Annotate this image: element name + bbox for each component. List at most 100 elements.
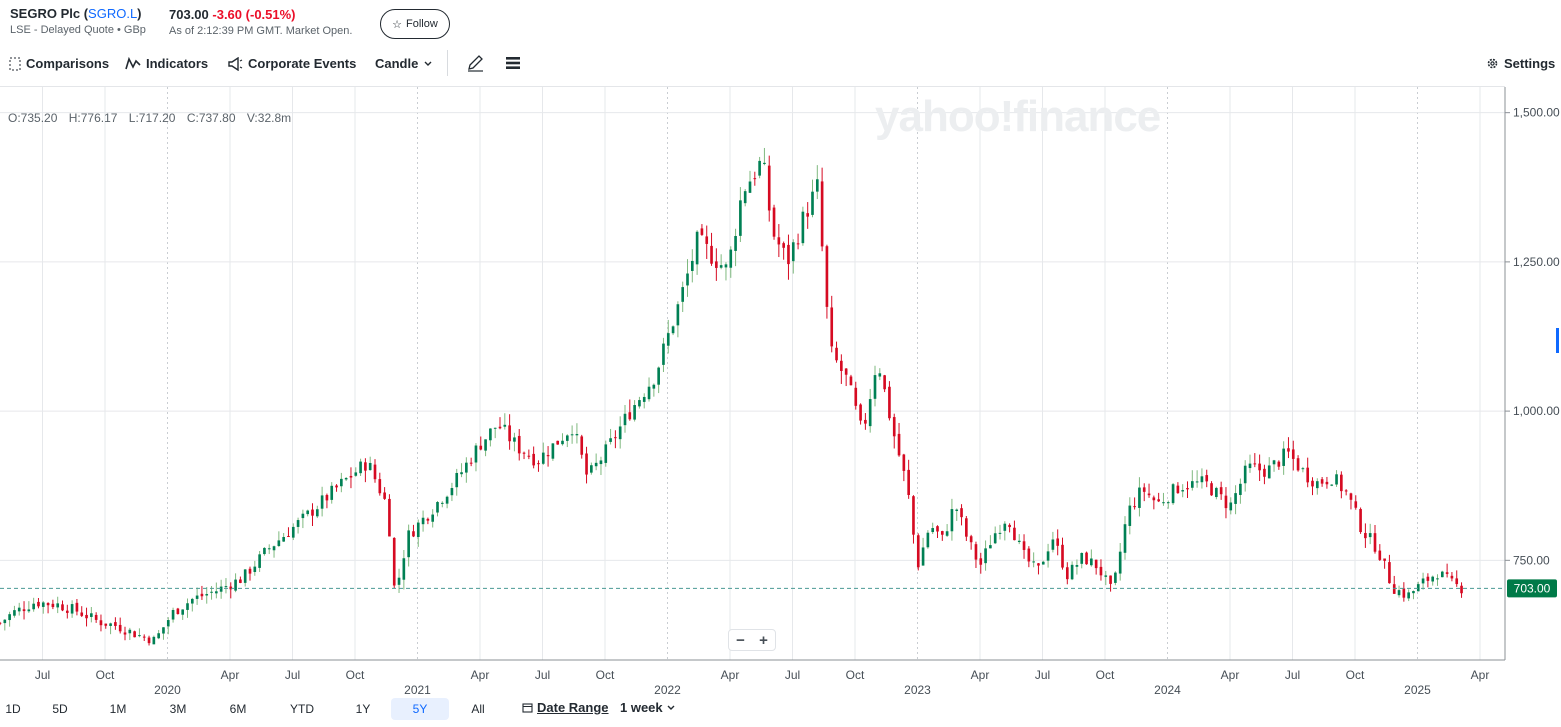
candle-body: [421, 517, 425, 525]
candle-body: [320, 495, 324, 509]
x-tick-label: Apr: [221, 668, 240, 682]
candle-body: [1335, 474, 1338, 485]
candle-body: [200, 593, 204, 597]
candle-body: [979, 558, 983, 565]
candle-body: [450, 488, 454, 496]
range-1d-button[interactable]: 1D: [5, 702, 21, 716]
candle-body: [1065, 567, 1069, 580]
ohlc-high: H:776.17: [68, 111, 118, 125]
date-range-label: Date Range: [537, 700, 609, 715]
indicators-label: Indicators: [146, 56, 209, 71]
range-5y-button[interactable]: 5Y: [391, 698, 449, 720]
candle-body: [56, 603, 60, 608]
candle-body: [743, 191, 747, 204]
candle-body: [234, 579, 237, 591]
candle-body: [940, 531, 944, 535]
follow-button[interactable]: ☆ Follow: [380, 9, 450, 39]
candle-body: [1392, 584, 1396, 594]
candle-body: [1253, 463, 1257, 465]
candle-body: [335, 485, 338, 488]
zoom-in-button[interactable]: +: [759, 631, 768, 649]
price-chart[interactable]: 750.00 1,000.00 1,250.00 1,500.00 Jul Oct Apr J…: [0, 87, 1561, 697]
range-1y-button[interactable]: 1Y: [355, 702, 371, 716]
ohlc-low: L:717.20: [128, 111, 176, 125]
candle-body: [1311, 480, 1314, 487]
candle-body: [1243, 465, 1247, 484]
candle-body: [585, 453, 588, 475]
candle-body: [710, 245, 713, 264]
x-tick-label: Oct: [346, 668, 365, 682]
candle-body: [162, 627, 165, 634]
x-tick-label: Apr: [1471, 668, 1490, 682]
candle-body: [782, 243, 785, 248]
current-price-tag: [1507, 579, 1557, 598]
draw-button[interactable]: [466, 54, 484, 72]
candle-body: [388, 498, 391, 537]
price-change-pct: (-0.51%): [245, 7, 296, 22]
candle-body: [215, 591, 218, 594]
candle-body: [1118, 551, 1122, 574]
candle-body: [772, 207, 776, 237]
candle-body: [921, 547, 925, 566]
candle-body: [133, 631, 136, 638]
candle-body: [517, 435, 521, 454]
range-1m-button[interactable]: 1M: [109, 702, 127, 716]
candle-body: [1128, 505, 1132, 526]
range-5d-button[interactable]: 5D: [52, 702, 68, 716]
range-3m-button[interactable]: 3M: [169, 702, 187, 716]
candle-body: [955, 509, 959, 512]
candle-body: [1133, 506, 1136, 508]
interval-dropdown[interactable]: 1 week: [620, 700, 676, 715]
candle-body: [1200, 476, 1204, 483]
candle-body: [642, 396, 646, 402]
corporate-events-button[interactable]: Corporate Events: [227, 56, 356, 71]
settings-button[interactable]: Settings: [1486, 56, 1555, 71]
candle-body: [1431, 576, 1435, 582]
candle-body: [820, 181, 824, 247]
candle-body: [407, 530, 410, 558]
candle-body: [1267, 465, 1271, 479]
candle-body: [80, 612, 84, 616]
candle-body: [604, 444, 608, 463]
candle-body: [969, 536, 973, 543]
candle-body: [277, 540, 281, 546]
scroll-indicator[interactable]: [1556, 328, 1559, 353]
zoom-controls: − +: [728, 629, 776, 651]
ticker-link[interactable]: SGRO.L: [88, 6, 138, 21]
candle-body: [1416, 584, 1420, 592]
settings-label: Settings: [1504, 56, 1556, 71]
candle-body: [556, 440, 560, 445]
candle-body: [474, 445, 478, 463]
indicators-button[interactable]: Indicators: [125, 56, 208, 71]
candle-body: [431, 514, 435, 522]
candle-body: [580, 436, 584, 455]
candle-body: [1296, 458, 1300, 471]
candle-body: [748, 181, 752, 193]
candle-body: [984, 548, 987, 564]
chart-type-dropdown[interactable]: Candle: [375, 56, 433, 71]
date-range-button[interactable]: Date Range: [522, 700, 609, 715]
candle-body: [1032, 561, 1035, 563]
price-change: -3.60: [212, 7, 243, 22]
candle-body: [13, 610, 16, 616]
range-6m-button[interactable]: 6M: [229, 702, 247, 716]
zoom-out-button[interactable]: −: [736, 631, 745, 649]
candle-body: [1301, 468, 1305, 470]
candle-body: [426, 518, 430, 521]
candle-body: [1277, 461, 1281, 467]
comparisons-button[interactable]: Comparisons: [9, 56, 109, 71]
candle-body: [1378, 550, 1382, 560]
candle-body: [758, 160, 761, 176]
candle-body: [1248, 463, 1252, 469]
candle-body: [392, 537, 396, 586]
close-paren: ): [137, 6, 142, 21]
range-all-button[interactable]: All: [471, 702, 485, 716]
candle-body: [325, 495, 329, 501]
candle-body: [541, 452, 545, 464]
range-ytd-button[interactable]: YTD: [290, 702, 314, 716]
x-tick-label: Apr: [971, 668, 990, 682]
candle-body: [897, 433, 901, 456]
candle-body: [349, 475, 353, 478]
candle-body: [1388, 562, 1391, 584]
chart-menu-button[interactable]: [505, 55, 521, 71]
